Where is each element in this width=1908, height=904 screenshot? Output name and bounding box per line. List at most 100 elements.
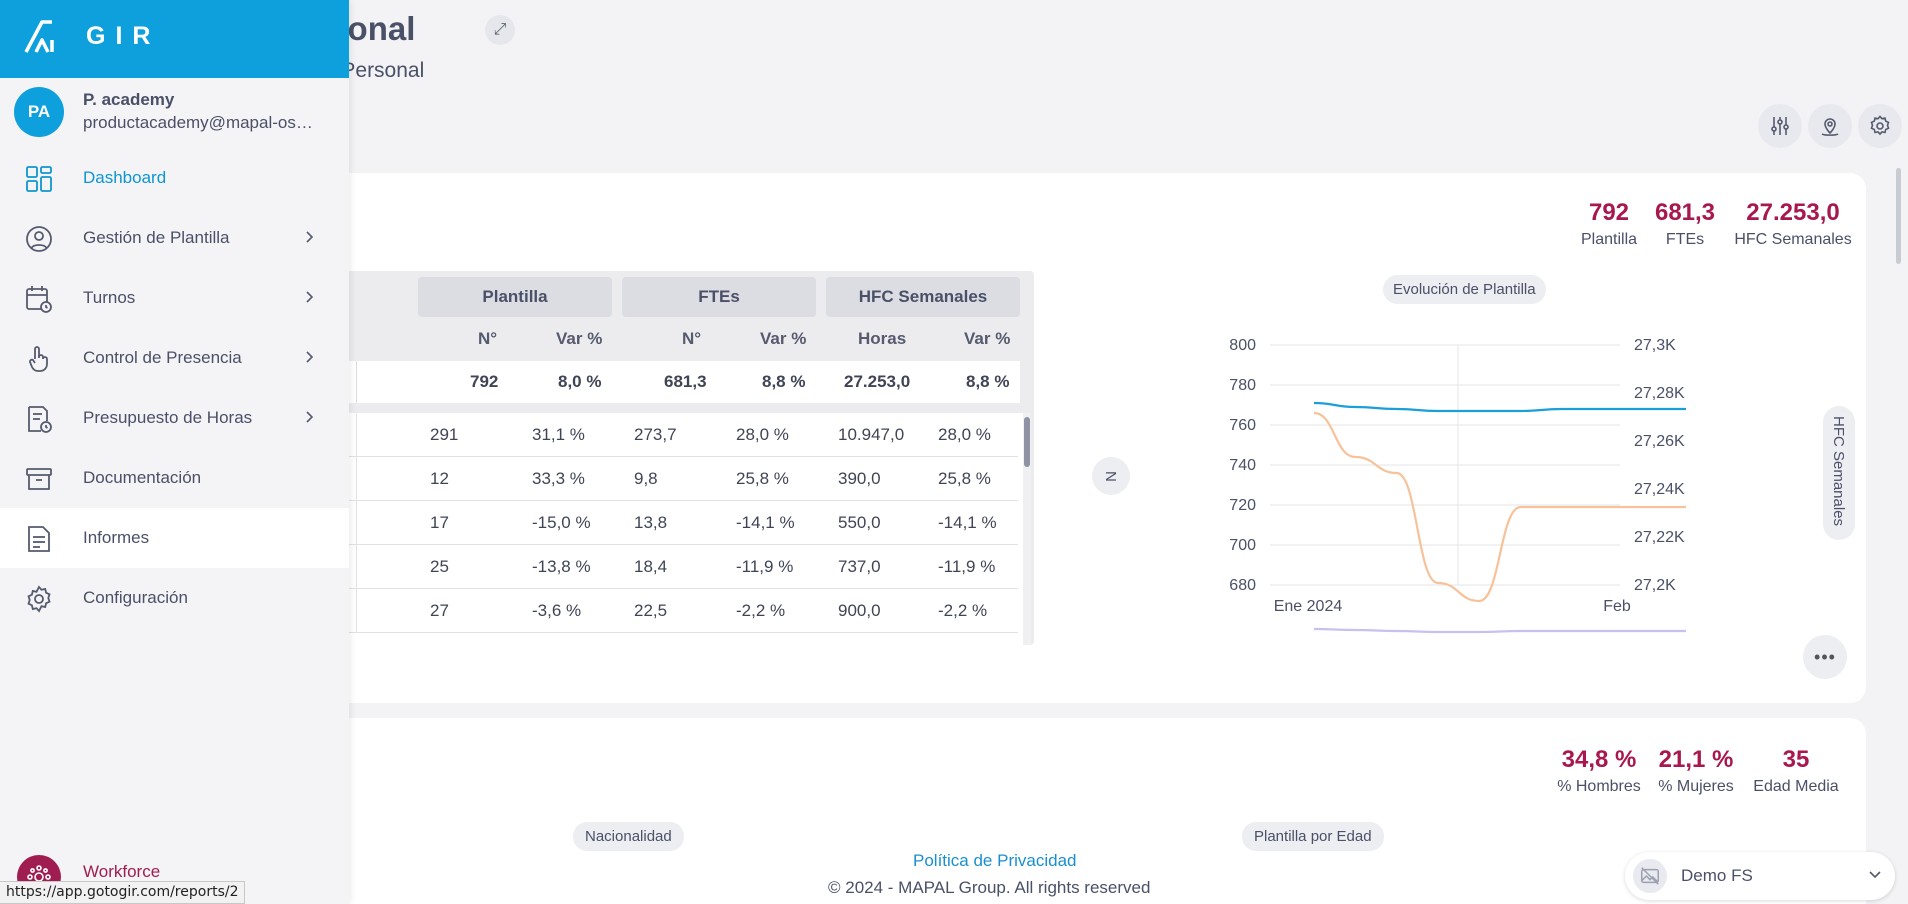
workforce-label[interactable]: Workforce [83,862,161,881]
scrollbar-thumb[interactable] [1024,417,1030,467]
kpi-hombres: 34,8 % % Hombres [1554,746,1644,796]
sidebar-item-presupuesto-horas[interactable]: Presupuesto de Horas [0,388,349,448]
table-cell: 8,0 % [558,372,602,391]
nacionalidad-chart-title: Nacionalidad [573,822,684,851]
sidebar-item-gestion-plantilla[interactable]: Gestión de Plantilla [0,208,349,268]
y-tick-label: 720 [1229,497,1256,514]
sidebar-item-control-presencia[interactable]: Control de Presencia [0,328,349,388]
table-cell: 9,8 [634,469,658,488]
table-scrollbar[interactable] [1023,413,1031,645]
hand-pointer-icon [29,346,48,372]
table-row[interactable]: 17 -15,0 % 13,8 -14,1 % 550,0 -14,1 % [290,501,1018,545]
y-right-tick-label: 27,24K [1634,481,1685,498]
kpi-label: FTEs [1665,231,1705,248]
table-row[interactable]: 12 33,3 % 9,8 25,8 % 390,0 25,8 % [290,457,1018,501]
table-cell: 8,8 % [966,372,1010,391]
subheader-horas[interactable]: Horas [858,329,907,348]
table-cell: -15,0 % [532,513,591,532]
table-cell: 900,0 [838,601,881,620]
kpi-value: 21,1 % [1658,746,1734,773]
left-axis-label: N [1092,457,1130,495]
sidebar-item-dashboard[interactable]: Dashboard [0,148,349,208]
headcount-line-chart: 800 780 760 740 720 700 680 27,3K 27,28K 27,26K 27… [1229,337,1686,634]
page-scrollbar[interactable] [1896,168,1901,264]
user-avatar[interactable]: PA [14,87,64,137]
dashboard-icon [26,166,52,192]
group-header-ftes[interactable]: FTEs [622,277,816,317]
table-row[interactable]: 25 -13,8 % 18,4 -11,9 % 737,0 -11,9 % [290,545,1018,589]
kpi-value: 27.253,0 [1746,199,1840,226]
table-cell: -13,8 % [532,557,591,576]
map-pin-icon [1821,118,1839,136]
kpi-hfc: 27.253,0 HFC Semanales [1731,199,1855,249]
table-cell: -2,2 % [736,601,786,620]
chevron-right-icon [306,411,314,423]
y-tick-label: 740 [1229,457,1256,474]
table-cell: 18,4 [634,557,668,576]
expand-button[interactable]: ⤢ [485,15,515,45]
more-icon: ••• [1814,646,1836,667]
table-cell: 8,8 % [762,372,806,391]
more-options-button[interactable]: ••• [1803,635,1847,679]
kpi-value: 34,8 % [1561,746,1637,773]
subheader-n[interactable]: N° [478,329,498,348]
user-name: P. academy [83,90,175,109]
table-body[interactable]: 291 31,1 % 273,7 28,0 % 10.947,0 28,0 % … [290,413,1024,645]
kpi-plantilla: 792 Plantilla [1574,199,1644,249]
y-right-tick-label: 27,2K [1634,577,1676,594]
table-cell: 13,8 [634,513,668,532]
table-cell: -3,6 % [532,601,582,620]
kpi-ftes: 681,3 FTEs [1653,199,1717,249]
subheader-var[interactable]: Var % [556,329,603,348]
sidebar-item-turnos[interactable]: Turnos [0,268,349,328]
table-row[interactable]: 291 31,1 % 273,7 28,0 % 10.947,0 28,0 % [290,413,1018,457]
y-tick-label: 760 [1229,417,1256,434]
sidebar-item-informes[interactable]: Informes [0,508,349,568]
table-cell: 273,7 [634,425,677,444]
settings-button[interactable] [1858,104,1902,148]
expand-icon: ⤢ [493,21,507,38]
privacy-link[interactable]: Política de Privacidad [913,851,1077,870]
table-cell: 737,0 [838,557,881,576]
table-cell: -11,9 % [938,557,996,576]
subheader-var[interactable]: Var % [760,329,807,348]
sidebar-item-label: Informes [83,528,150,547]
no-image-icon [1633,859,1667,893]
filters-button[interactable] [1758,104,1802,148]
subheader-var[interactable]: Var % [964,329,1011,348]
sidebar-item-configuracion[interactable]: Configuración [0,568,349,628]
table-cell: -14,1 % [938,513,997,532]
right-axis-label: HFC Semanales [1823,406,1855,540]
series-line-1 [1313,411,1686,603]
kpi-value: 35 [1782,746,1810,773]
brand-header[interactable]: GIR [0,0,349,78]
user-circle-icon [26,226,52,252]
table-cell: 12 [430,469,449,488]
table-cell: 291 [430,425,459,444]
group-header-plantilla[interactable]: Plantilla [418,277,612,317]
headcount-table: Plantilla FTEs HFC Semanales N° Var % N°… [290,271,1034,645]
table-cell: 10.947,0 [838,425,905,444]
sidebar-item-documentacion[interactable]: Documentación [0,448,349,508]
kpi-label: Edad Media [1753,778,1839,795]
table-row[interactable]: 27 -3,6 % 22,5 -2,2 % 900,0 -2,2 % [290,589,1018,633]
sidebar-item-label: Dashboard [83,168,167,187]
gir-logo-icon [24,20,54,53]
y-tick-label: 800 [1229,337,1256,354]
sidebar-item-label: Turnos [83,288,136,307]
sidebar-item-label: Gestión de Plantilla [83,228,230,247]
subheader-n[interactable]: N° [682,329,702,348]
kpi-label: % Hombres [1557,778,1641,795]
y-tick-label: 700 [1229,537,1256,554]
group-header-hfc[interactable]: HFC Semanales [826,277,1020,317]
company-selector[interactable]: Demo FS [1625,852,1895,900]
location-button[interactable] [1808,104,1852,148]
kpi-edad-media: 35 Edad Media [1750,746,1842,796]
table-cell: -14,1 % [736,513,795,532]
table-cell: 28,0 % [938,425,991,444]
gear-icon [1870,115,1890,136]
table-cell: 22,5 [634,601,668,620]
table-total-row: 792 8,0 % 681,3 8,8 % 27.253,0 8,8 % [290,361,1020,403]
table-cell: -11,9 % [736,557,794,576]
